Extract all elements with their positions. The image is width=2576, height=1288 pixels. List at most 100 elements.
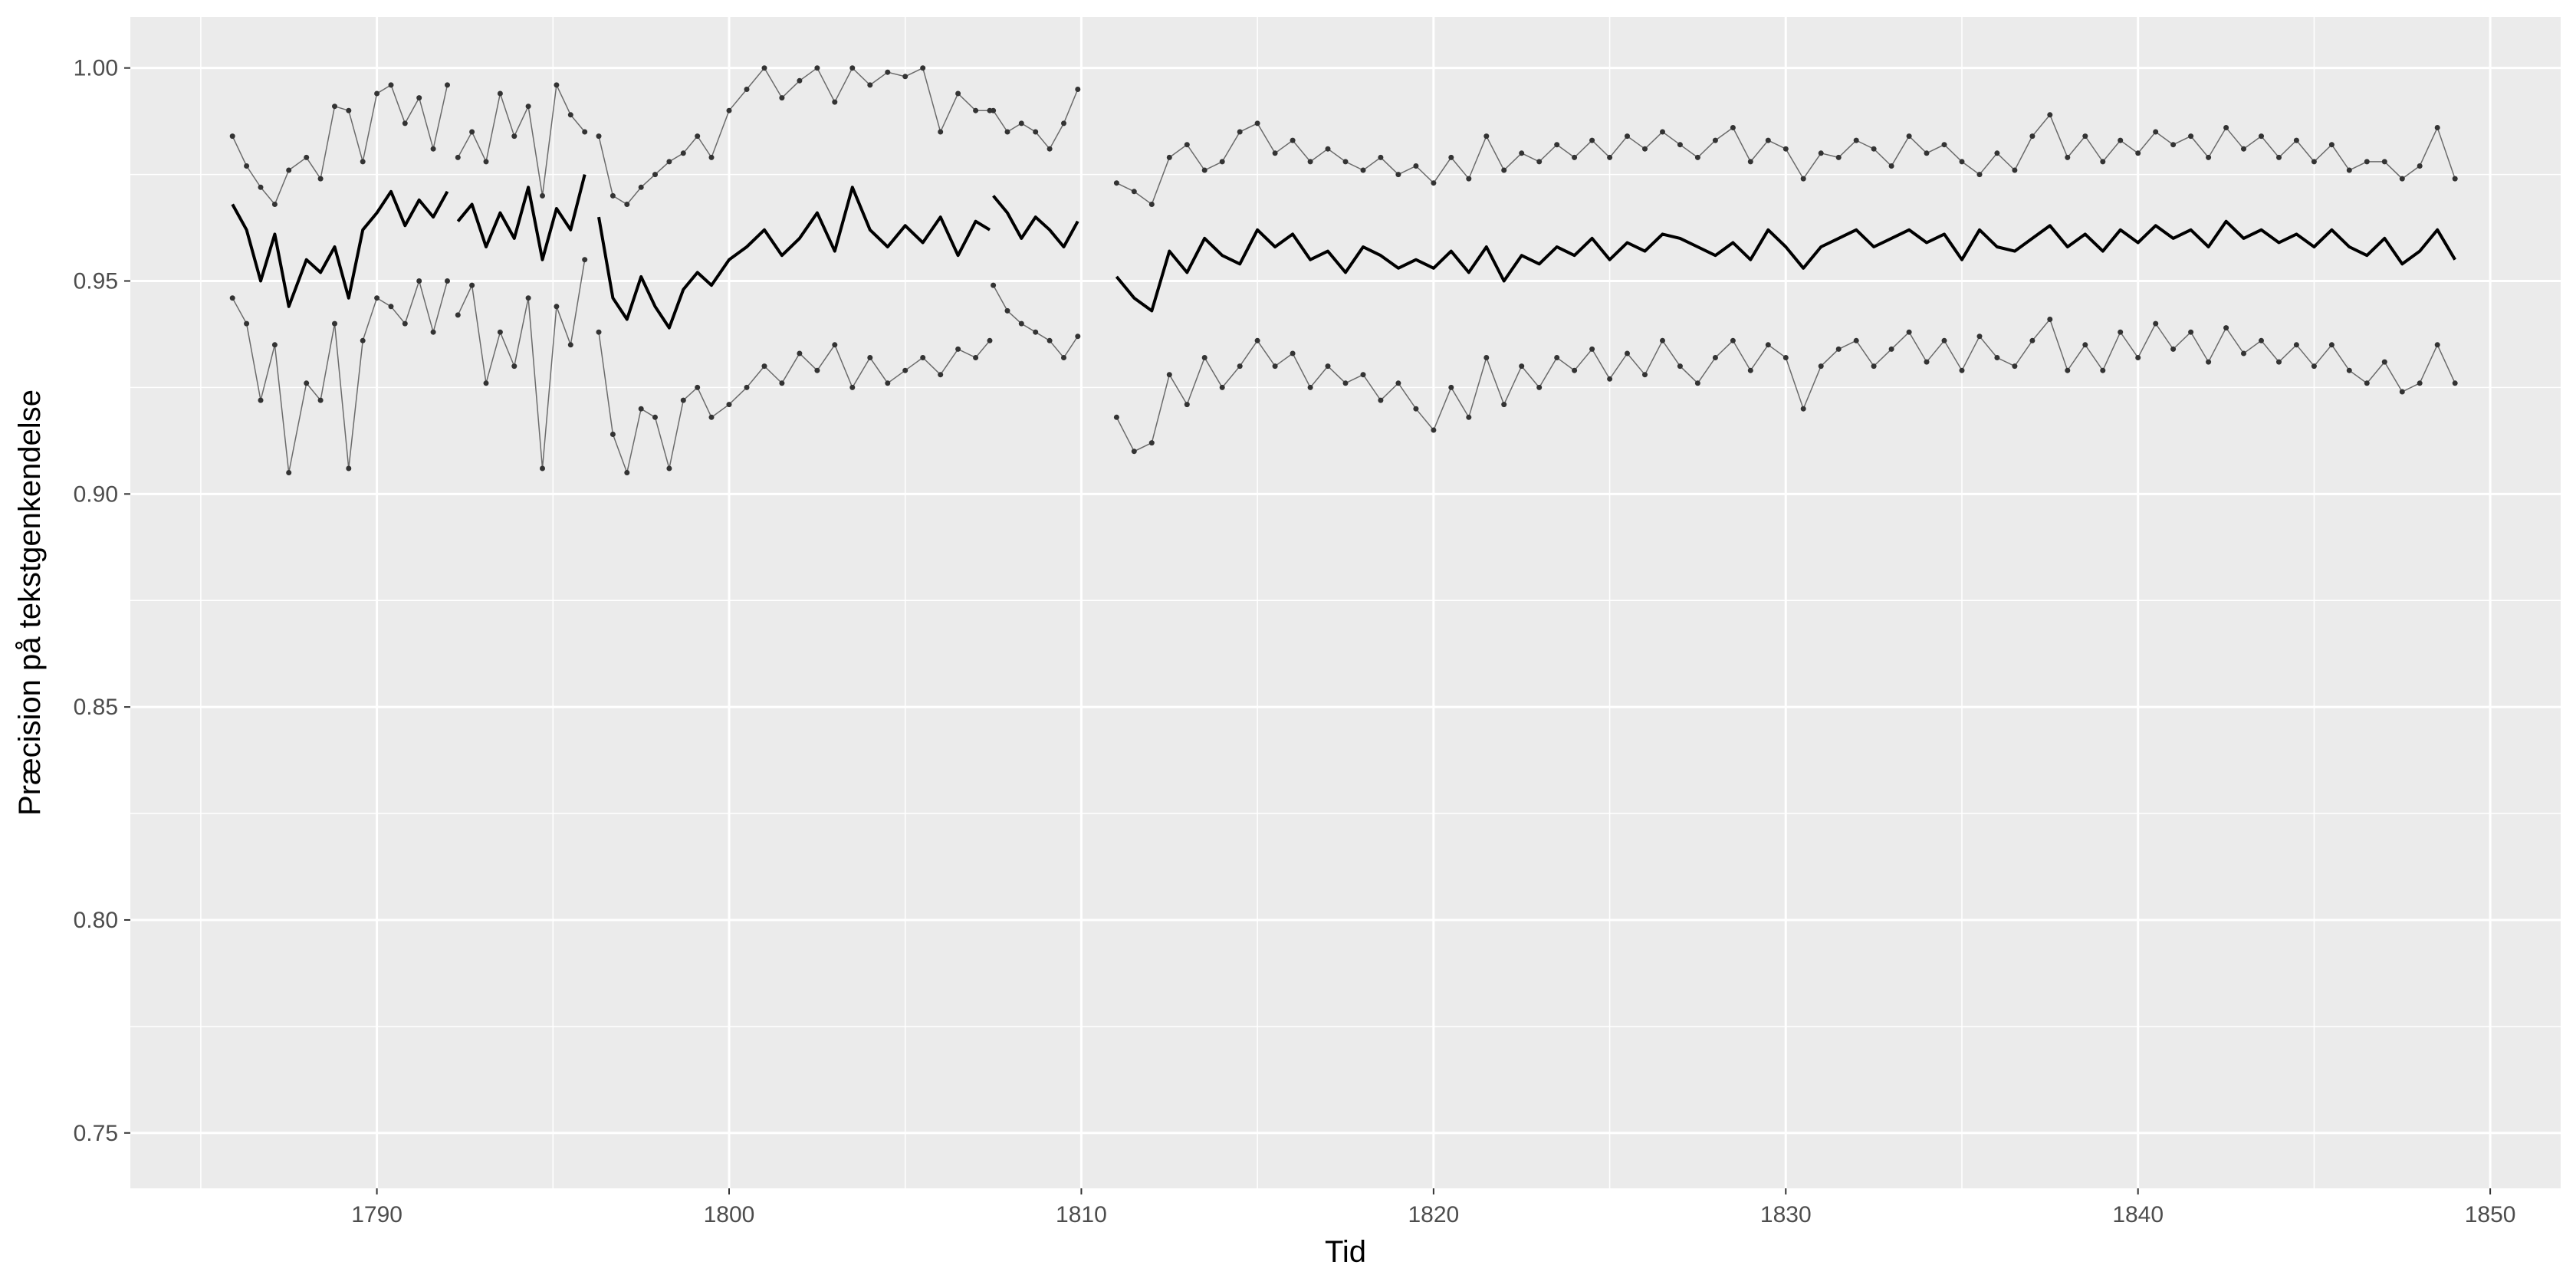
- series-upper-point: [2399, 176, 2405, 182]
- series-lower-point: [1018, 320, 1024, 327]
- series-upper-point: [1272, 150, 1278, 156]
- series-lower-point: [244, 320, 250, 327]
- series-lower-point: [1131, 449, 1137, 455]
- series-upper-point: [1589, 137, 1595, 143]
- series-lower-point: [610, 432, 616, 437]
- series-upper-point: [1941, 142, 1947, 148]
- series-lower-point: [1572, 367, 1578, 373]
- series-upper-point: [1800, 176, 1806, 182]
- series-upper-point: [430, 146, 436, 152]
- series-upper-point: [2170, 142, 2177, 148]
- x-tick-label: 1810: [1056, 1202, 1107, 1227]
- series-lower-point: [258, 397, 264, 403]
- series-lower-point: [2328, 342, 2334, 348]
- series-lower-point: [2434, 342, 2440, 348]
- series-upper-point: [2012, 167, 2018, 173]
- series-upper-point: [1660, 129, 1665, 135]
- y-tick-label: 1.00: [74, 56, 118, 81]
- series-upper-point: [1484, 133, 1490, 140]
- series-lower-point: [2223, 325, 2229, 331]
- series-upper-point: [2223, 125, 2229, 130]
- series-lower-point: [1166, 372, 1172, 378]
- series-lower-point: [1290, 350, 1296, 356]
- series-lower-point: [832, 342, 838, 348]
- series-upper-point: [1906, 133, 1912, 140]
- series-mean-line: [456, 174, 586, 261]
- series-lower-point: [1677, 363, 1683, 370]
- x-tick-labels: 1790 1800 1810 1820 1830 1840 1850: [351, 1202, 2515, 1227]
- series-upper-point: [596, 133, 602, 140]
- series-upper-point: [1254, 120, 1260, 127]
- series-upper-point: [374, 90, 380, 97]
- series-lower-point: [973, 355, 979, 360]
- series-upper-point: [726, 107, 732, 113]
- series-lower-point: [1853, 337, 1859, 343]
- series-lower-point: [2417, 380, 2423, 386]
- x-tick-label: 1800: [704, 1202, 755, 1227]
- series-upper-point: [695, 133, 701, 140]
- series-lower-point: [2188, 329, 2194, 335]
- series-upper-point: [258, 184, 264, 190]
- series-upper-point: [708, 154, 715, 160]
- series-upper-point: [2452, 176, 2458, 182]
- y-tick-label: 0.90: [74, 481, 118, 507]
- series-upper-point: [2381, 159, 2387, 165]
- series-upper-point: [360, 159, 366, 165]
- series-upper-point: [1131, 189, 1137, 195]
- series-upper-point: [554, 82, 560, 88]
- x-tick-label: 1790: [351, 1202, 402, 1227]
- series-lower-point: [1254, 337, 1260, 343]
- series-upper-point: [2346, 167, 2352, 173]
- y-tick-labels: 0.75 0.80 0.85 0.90 0.95 1.00: [74, 56, 118, 1146]
- series-upper-point: [1378, 154, 1384, 160]
- series-upper-point: [317, 176, 324, 182]
- series-lower-point: [402, 320, 408, 327]
- series-lower-point: [680, 397, 686, 403]
- series-lower-point: [360, 337, 366, 343]
- series-upper: [229, 65, 2458, 207]
- series-lower-point: [1046, 337, 1053, 343]
- series-lower-point: [2082, 342, 2088, 348]
- series-lower-point: [1589, 346, 1595, 352]
- series-lower-point: [1033, 329, 1039, 335]
- series-lower-point: [2047, 317, 2053, 322]
- series-upper-point: [814, 65, 820, 71]
- series-lower-point: [1237, 363, 1243, 370]
- series-lower-point: [2381, 359, 2387, 365]
- x-tick-label: 1840: [2112, 1202, 2164, 1227]
- series-lower-point: [708, 414, 715, 420]
- series-lower-point: [1871, 363, 1877, 370]
- series-upper-point: [779, 95, 785, 101]
- series-upper-point: [1853, 137, 1859, 143]
- series-upper-point: [867, 82, 873, 88]
- series-upper-point: [1607, 154, 1613, 160]
- series-upper-point: [445, 82, 450, 88]
- series-upper-point: [680, 150, 686, 156]
- series-lower-point: [1484, 355, 1490, 360]
- series-upper-point: [1835, 154, 1842, 160]
- series-upper-point: [1694, 154, 1700, 160]
- series-upper-point: [271, 202, 278, 207]
- series-upper-point: [1466, 176, 1472, 182]
- series-lower-point: [1835, 346, 1842, 352]
- series-lower-point: [1536, 384, 1543, 390]
- series-lower-point: [2029, 337, 2036, 343]
- series-lower-point: [1730, 337, 1736, 343]
- series-lower-point: [797, 350, 803, 356]
- series-upper-point: [1924, 150, 1930, 156]
- series-upper-point: [2118, 137, 2124, 143]
- series-upper-point: [1625, 133, 1630, 140]
- series-mean-line: [992, 195, 1079, 248]
- series-lower-point: [455, 312, 461, 318]
- series-upper-point: [1747, 159, 1753, 165]
- series-lower-point: [1554, 355, 1560, 360]
- y-tick-label: 0.80: [74, 908, 118, 933]
- series-upper-point: [1290, 137, 1296, 143]
- series-lower-point: [1201, 355, 1208, 360]
- series-upper-point: [2029, 133, 2036, 140]
- series-lower-point: [1607, 376, 1613, 382]
- series-lower-point: [317, 397, 324, 403]
- series-lower-point: [1325, 363, 1331, 370]
- series-lower-point: [652, 414, 658, 420]
- series-lower-point: [1765, 342, 1771, 348]
